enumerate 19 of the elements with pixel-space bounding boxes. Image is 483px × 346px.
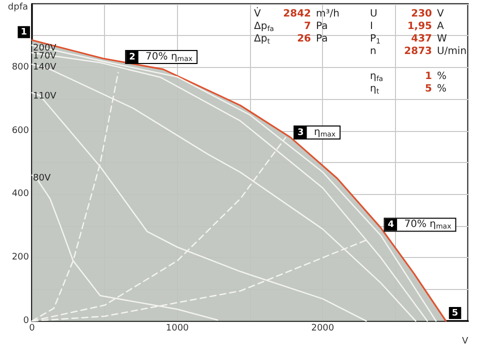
annotation: 1 [20,28,27,38]
text: V̇ 2842 m³/h [254,8,340,20]
x-tick-label: 1000 [166,324,190,334]
text: U 230 V [370,8,444,20]
y-tick-label: 400 [12,189,30,200]
x-axis-title: V [462,336,469,346]
series-label: 140V [33,62,58,73]
text: n 2873 U/min [370,46,467,57]
y-tick-label: 0 [23,316,30,326]
series-label: 80V [33,174,52,184]
y-tick-label: 600 [12,126,30,136]
series-label: 110V [33,91,58,102]
series-label: 170V [33,51,58,62]
x-tick-label: 2000 [311,324,334,334]
y-tick-label: 800 [12,62,30,72]
y-axis-title: dpfa [8,2,28,12]
text: I 1,95 A [370,21,444,32]
annotation: 5 [452,308,458,318]
y-tick-label: 200 [12,252,30,263]
